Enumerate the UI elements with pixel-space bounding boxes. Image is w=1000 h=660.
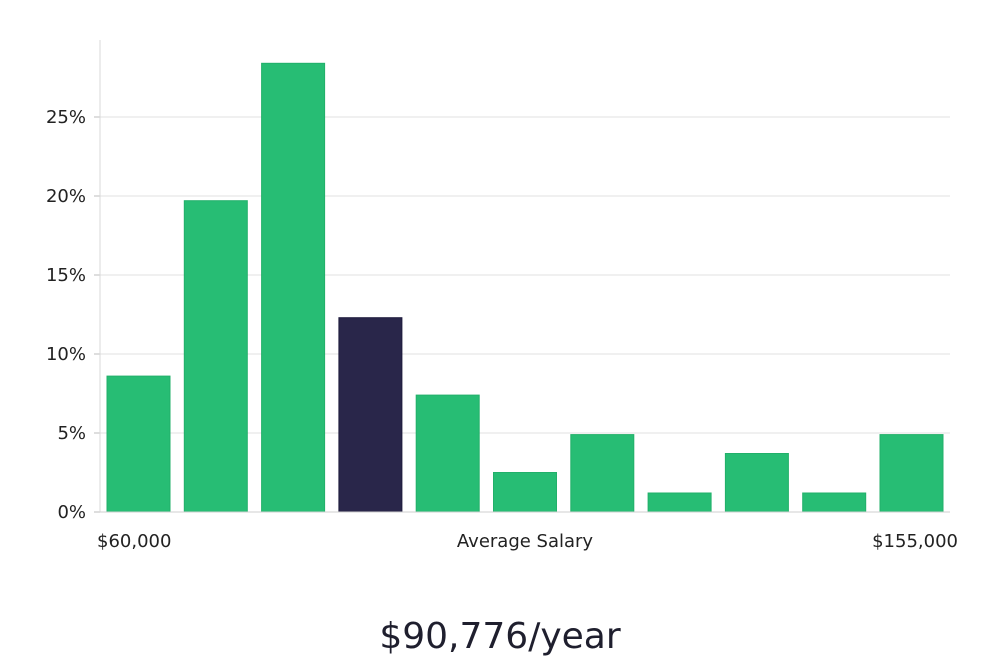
x-axis-title: Average Salary <box>457 531 594 552</box>
y-tick-label: 10% <box>46 344 86 365</box>
histogram-bar <box>802 492 867 513</box>
histogram-bar <box>106 375 171 513</box>
histogram-bar <box>183 200 248 513</box>
y-tick-label: 5% <box>57 423 86 444</box>
histogram-bar <box>879 434 944 513</box>
average-salary-value: $90,776/year <box>379 616 621 657</box>
histogram-bar <box>261 62 326 513</box>
x-max-label: $155,000 <box>872 531 958 552</box>
histogram-bar <box>724 453 789 513</box>
y-axis-ticks: 0% 5% 10% 15% 20% 25% <box>46 107 100 523</box>
bars <box>106 62 944 513</box>
y-tick-label: 0% <box>57 502 86 523</box>
histogram-bar-highlighted <box>338 317 403 513</box>
y-tick-label: 20% <box>46 186 86 207</box>
x-min-label: $60,000 <box>97 531 171 552</box>
histogram-bar <box>415 394 480 513</box>
y-tick-label: 25% <box>46 107 86 128</box>
histogram-bar <box>647 492 712 513</box>
histogram-bar <box>493 472 557 513</box>
histogram-bar <box>570 434 635 513</box>
y-tick-label: 15% <box>46 265 86 286</box>
